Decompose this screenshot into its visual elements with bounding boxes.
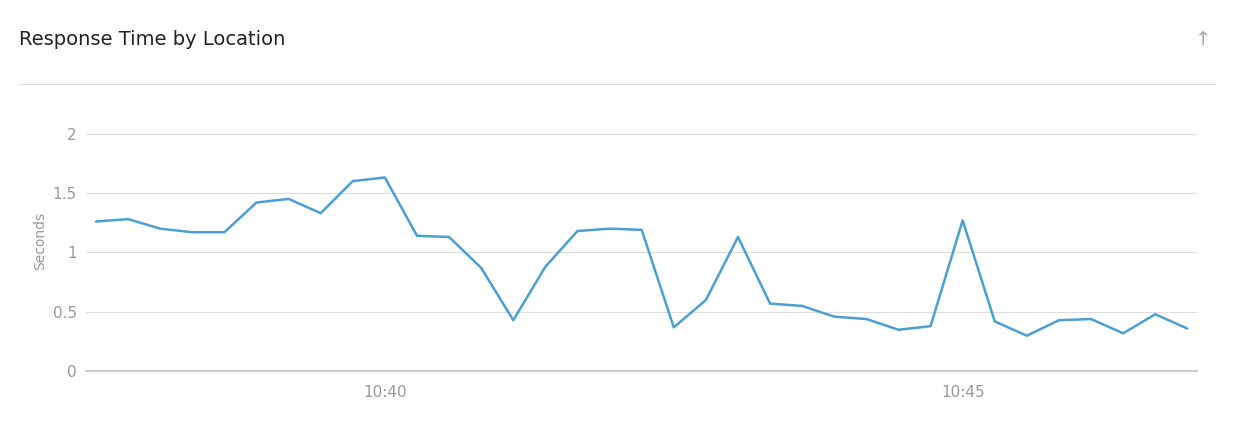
Text: Response Time by Location: Response Time by Location [19,30,285,49]
Y-axis label: Seconds: Seconds [33,211,47,270]
Text: ↑: ↑ [1196,30,1212,49]
